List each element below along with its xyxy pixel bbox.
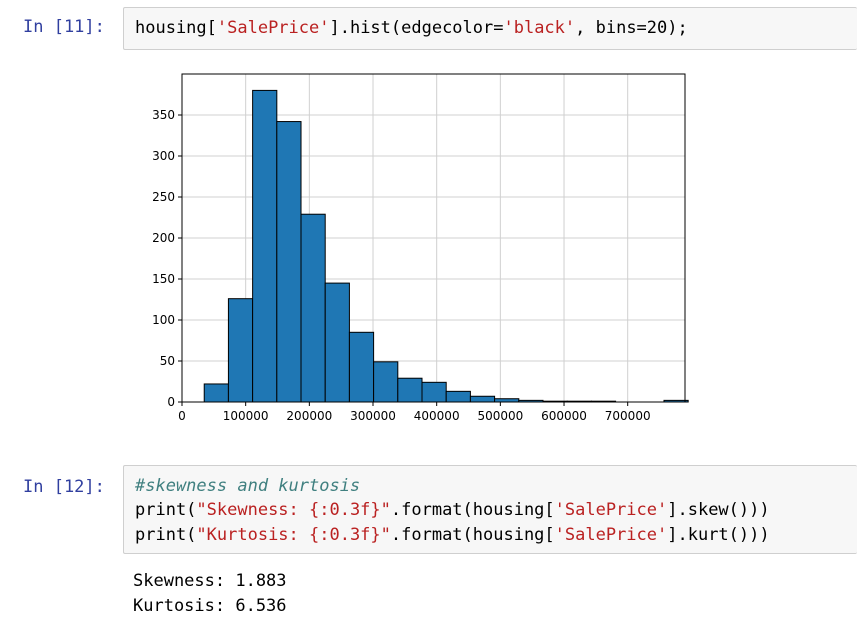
histogram-bar [252, 89, 278, 403]
x-tick-label: 500000 [477, 409, 523, 423]
histogram-bar [445, 390, 471, 403]
y-tick-label: 200 [152, 231, 175, 245]
y-tick-label: 250 [152, 190, 175, 204]
cell-12-input[interactable]: #skewness and kurtosis print("Skewness: … [123, 465, 857, 554]
code-comment-line: #skewness and kurtosis [135, 476, 360, 496]
histogram-bar [397, 377, 423, 403]
x-tick-label: 300000 [350, 409, 396, 423]
code-token: .format(housing[ [390, 525, 555, 545]
histogram-bar [300, 213, 326, 403]
histogram-bar [227, 298, 254, 403]
histogram-bar [348, 331, 375, 403]
histogram-bar [203, 383, 229, 403]
code-comment-token: #skewness and kurtosis [135, 476, 361, 496]
histogram-bar [324, 282, 350, 403]
code-string-token: "Skewness: {:0.3f}" [196, 500, 391, 520]
output-kurtosis: Kurtosis: 6.536 [133, 596, 287, 616]
y-tick-label: 150 [152, 272, 175, 286]
histogram-bar [469, 395, 496, 403]
output-skewness: Skewness: 1.883 [133, 571, 287, 591]
cell-11-prompt: In [11]: [23, 17, 105, 37]
code-line: print("Skewness: {:0.3f}".format(housing… [135, 500, 770, 520]
code-token: ].kurt())) [667, 525, 770, 545]
code-token: , bins=20); [575, 18, 688, 38]
y-tick-label: 0 [167, 395, 175, 409]
histogram-bar [421, 381, 447, 403]
code-string-token: 'SalePrice' [554, 525, 668, 545]
y-tick-label: 350 [152, 108, 175, 122]
cell-12-prompt: In [12]: [23, 477, 105, 497]
code-token: ].hist(edgecolor= [329, 18, 504, 38]
code-string-token: 'SalePrice' [216, 18, 330, 38]
code-token: print( [135, 500, 197, 520]
histogram-bar [276, 121, 302, 403]
code-line: housing['SalePrice'].hist(edgecolor='bla… [135, 18, 688, 38]
code-string-token: 'SalePrice' [554, 500, 668, 520]
code-token: ].skew())) [667, 500, 770, 520]
code-string-token: 'black' [503, 18, 576, 38]
x-tick-label: 400000 [414, 409, 460, 423]
y-tick-label: 100 [152, 313, 175, 327]
x-tick-label: 700000 [605, 409, 651, 423]
code-string-token: "Kurtosis: {:0.3f}" [196, 525, 391, 545]
code-token: .format(housing[ [390, 500, 555, 520]
x-tick-label: 100000 [223, 409, 269, 423]
histogram-bar [373, 361, 399, 403]
cell-11-input[interactable]: housing['SalePrice'].hist(edgecolor='bla… [123, 7, 857, 50]
y-tick-label: 300 [152, 149, 175, 163]
x-tick-label: 0 [178, 409, 186, 423]
code-line: print("Kurtosis: {:0.3f}".format(housing… [135, 525, 770, 545]
x-tick-label: 600000 [541, 409, 587, 423]
code-token: print( [135, 525, 197, 545]
x-tick-label: 200000 [286, 409, 332, 423]
code-token: housing[ [135, 18, 217, 38]
y-tick-label: 50 [160, 354, 175, 368]
histogram-chart: 0 100000 200000 300000 400000 500000 600000 700… [152, 73, 689, 423]
